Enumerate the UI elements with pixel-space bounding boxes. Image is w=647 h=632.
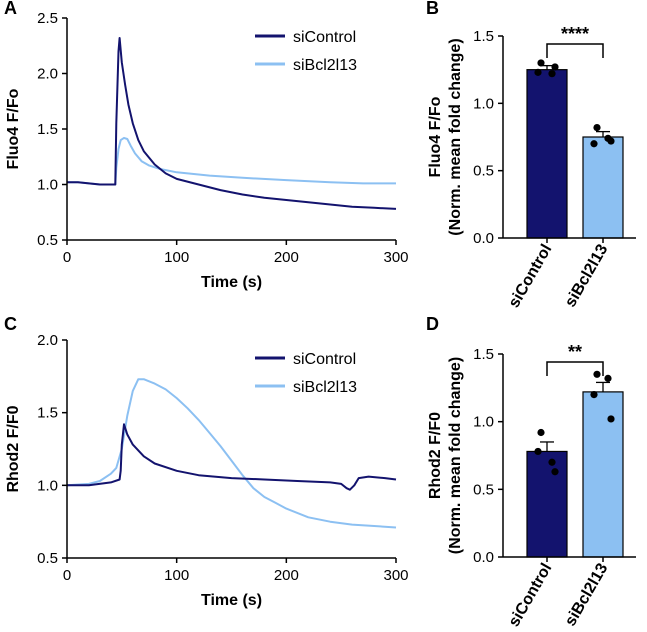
panel-letter: B (426, 0, 439, 18)
bar-sibcl2l13 (582, 136, 624, 239)
data-point (593, 123, 601, 132)
panel-a-line-chart: A 0 100 200 300 0.5 1.0 1.5 2.0 2.5 Time (s) Fluo4 … (4, 0, 409, 291)
significance-bracket (546, 43, 604, 58)
y-axis-label: Fluo4 F/Fo (427, 96, 444, 177)
legend-label: siControl (293, 29, 356, 46)
panel-letter: C (4, 314, 17, 334)
y-tick-label: 2.5 (37, 10, 58, 27)
y-tick-label: 0.0 (473, 549, 494, 566)
legend-label: siBcl2l13 (293, 57, 357, 74)
series-line-sicontrol (67, 37, 397, 210)
data-point (551, 468, 559, 476)
y-axis-label: Rhod2 F/F0 (5, 405, 22, 492)
significance-bracket (546, 361, 604, 376)
data-point (548, 458, 556, 466)
category-label: siControl (506, 242, 556, 311)
y-tick-label: 1.0 (37, 177, 58, 194)
x-tick-label: 100 (164, 249, 189, 266)
y-tick-label: 1.0 (473, 414, 494, 431)
bar-sibcl2l13 (582, 391, 624, 558)
y-tick-label: 0.5 (473, 481, 494, 498)
series-line-sicontrol (67, 423, 397, 491)
x-tick-label: 200 (274, 567, 299, 584)
significance-label: ** (568, 342, 582, 362)
data-point (590, 140, 598, 148)
y-tick-label: 2.0 (37, 332, 58, 349)
panel-letter: D (426, 314, 439, 334)
category-label: siBcl2l13 (562, 241, 611, 310)
x-tick-label: 200 (274, 249, 299, 266)
x-tick-label: 0 (63, 567, 71, 584)
data-point (607, 137, 615, 145)
x-axis-label: Time (s) (201, 274, 262, 291)
y-axis-label-secondary: (Norm. mean fold change) (447, 357, 464, 554)
significance-label: **** (561, 24, 589, 44)
data-point (590, 391, 598, 399)
legend-label: siBcl2l13 (293, 379, 357, 396)
bar-sicontrol (526, 450, 568, 558)
y-tick-label: 1.5 (37, 121, 58, 138)
panel-d-bar-chart: D 0.0 0.5 1.0 1.5 siControl siBcl2l13 ** Rhod2 F… (426, 314, 636, 630)
data-point (548, 70, 556, 78)
data-point (537, 428, 545, 437)
panel-letter: A (4, 0, 17, 18)
data-point (604, 374, 612, 382)
category-label: siBcl2l13 (562, 560, 611, 629)
y-axis-label: Rhod2 F/F0 (427, 412, 444, 499)
x-axis-label: Time (s) (201, 592, 262, 609)
x-tick-label: 100 (164, 567, 189, 584)
y-tick-label: 1.5 (37, 405, 58, 422)
data-point (551, 63, 559, 71)
x-tick-label: 300 (383, 249, 408, 266)
y-tick-label: 1.5 (473, 346, 494, 363)
series-line-sibcl2l13 (66, 378, 397, 529)
y-axis-label-secondary: (Norm. mean fold change) (447, 38, 464, 235)
y-tick-label: 0.0 (473, 230, 494, 247)
legend-label: siControl (293, 351, 356, 368)
panel-c-line-chart: C 0 100 200 300 0.5 1.0 1.5 2.0 Time (s) Rhod2 F/F… (4, 314, 409, 609)
y-tick-label: 1.0 (473, 95, 494, 112)
y-tick-label: 1.0 (37, 477, 58, 494)
y-tick-label: 1.5 (473, 28, 494, 45)
data-point (534, 447, 542, 456)
y-tick-label: 2.0 (37, 66, 58, 83)
data-point (593, 370, 601, 378)
x-tick-label: 0 (63, 249, 71, 266)
bar-sicontrol (526, 69, 568, 239)
panel-b-bar-chart: B 0.0 0.5 1.0 1.5 siControl siBcl2l13 **** Fluo4… (426, 0, 636, 311)
x-tick-label: 300 (383, 567, 408, 584)
category-label: siControl (506, 561, 556, 630)
y-tick-label: 0.5 (37, 232, 58, 249)
data-point (607, 415, 615, 423)
y-tick-label: 0.5 (37, 550, 58, 567)
y-tick-label: 0.5 (473, 163, 494, 180)
data-point (537, 59, 545, 67)
data-point (534, 68, 542, 76)
y-axis-label: Fluo4 F/Fo (5, 88, 22, 169)
